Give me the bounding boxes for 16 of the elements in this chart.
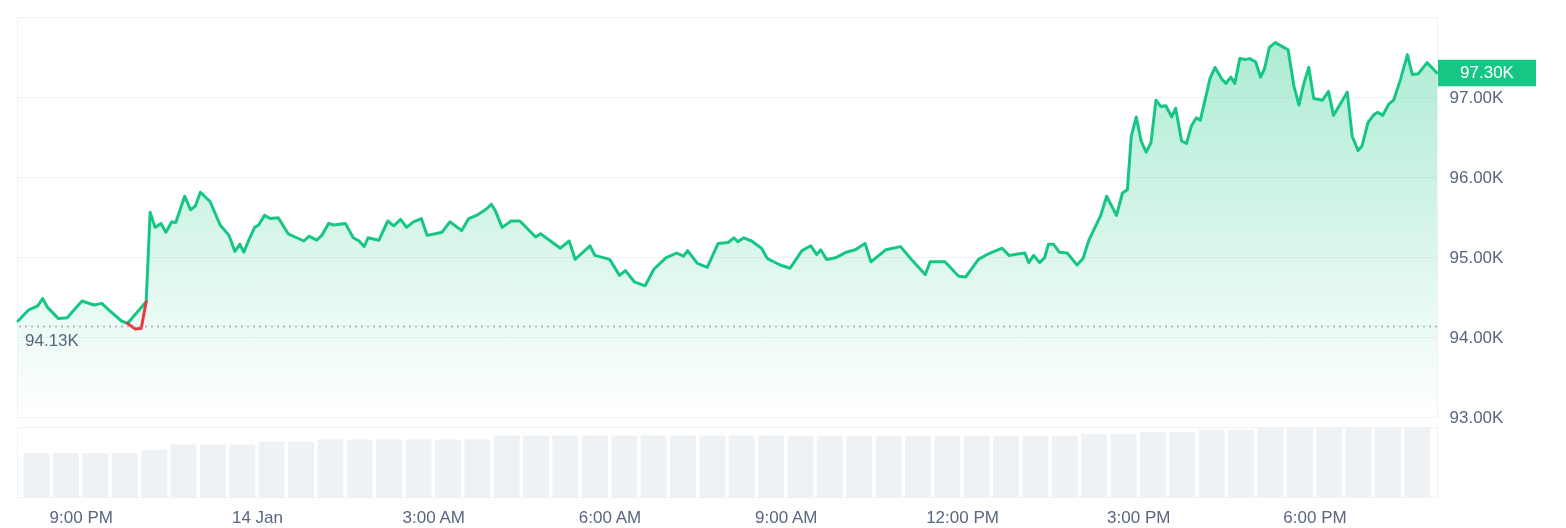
- y-tick-label: 93.00K: [1449, 407, 1505, 427]
- x-tick-label: 14 Jan: [231, 507, 284, 527]
- line-series: [125, 300, 148, 331]
- x-tick-label: 6:00 PM: [1283, 507, 1347, 527]
- x-tick-label: 9:00 PM: [49, 507, 113, 527]
- annotation: 97.30K: [1460, 63, 1515, 82]
- x-tick-label: 9:00 AM: [755, 507, 818, 527]
- y-tick-label: 94.00K: [1449, 327, 1505, 347]
- y-tick-label: 95.00K: [1449, 247, 1505, 267]
- ref-line-label: 94.13K: [25, 330, 80, 350]
- x-tick-label: 6:00 AM: [578, 507, 642, 527]
- x-tick-label: 12:00 PM: [926, 507, 999, 527]
- y-tick-label: 97.00K: [1449, 87, 1505, 107]
- x-tick-label: 3:00 PM: [1107, 507, 1171, 527]
- y-tick-label: 96.00K: [1449, 167, 1505, 187]
- x-tick-label: 3:00 AM: [402, 507, 465, 527]
